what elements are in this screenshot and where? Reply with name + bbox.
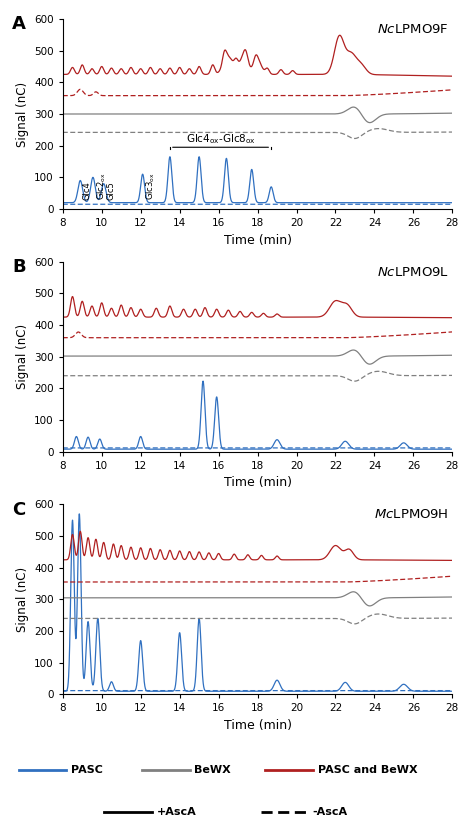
Text: PASC: PASC (71, 765, 103, 775)
Text: $\mathit{Nc}$LPMO9L: $\mathit{Nc}$LPMO9L (377, 266, 448, 279)
Y-axis label: Signal (nC): Signal (nC) (16, 81, 28, 147)
X-axis label: Time (min): Time (min) (224, 719, 292, 732)
Y-axis label: Signal (nC): Signal (nC) (16, 567, 28, 632)
Text: $\mathit{Mc}$LPMO9H: $\mathit{Mc}$LPMO9H (374, 508, 448, 521)
Text: -AscA: -AscA (313, 807, 348, 817)
Text: B: B (12, 258, 26, 276)
Text: Glc4$_{\rm ox}$-Glc8$_{\rm ox}$: Glc4$_{\rm ox}$-Glc8$_{\rm ox}$ (186, 132, 255, 146)
Y-axis label: Signal (nC): Signal (nC) (16, 325, 28, 389)
Text: A: A (12, 15, 26, 33)
X-axis label: Time (min): Time (min) (224, 233, 292, 247)
Text: PASC and BeWX: PASC and BeWX (318, 765, 417, 775)
Text: +AscA: +AscA (156, 807, 196, 817)
Text: BeWX: BeWX (194, 765, 231, 775)
Text: Glc5: Glc5 (106, 181, 115, 199)
Text: Glc3$_{\rm ox}$: Glc3$_{\rm ox}$ (145, 172, 157, 199)
Text: Glc4: Glc4 (82, 181, 91, 199)
Text: C: C (12, 500, 25, 519)
X-axis label: Time (min): Time (min) (224, 476, 292, 490)
Text: $\mathit{Nc}$LPMO9F: $\mathit{Nc}$LPMO9F (377, 22, 448, 36)
Text: Glc2$_{\rm ox}$: Glc2$_{\rm ox}$ (95, 172, 108, 199)
